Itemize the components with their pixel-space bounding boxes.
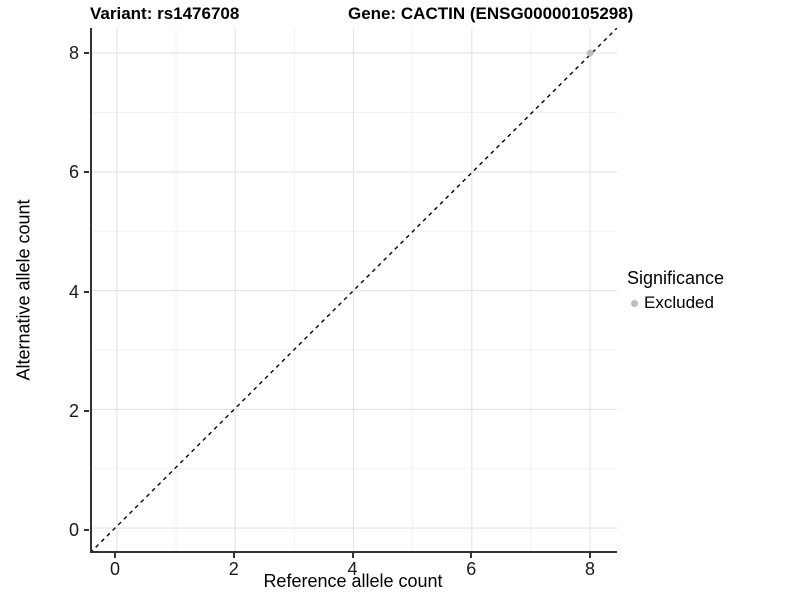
x-tick-label: 2 xyxy=(228,559,239,579)
legend-item-label: Excluded xyxy=(644,293,714,312)
y-tick-label: 2 xyxy=(68,400,79,421)
y-axis-title: Alternative allele count xyxy=(13,199,34,381)
y-tick-label: 8 xyxy=(68,43,79,64)
x-axis-tick xyxy=(351,553,354,558)
y-axis-tick xyxy=(84,290,89,293)
legend: Significance Excluded xyxy=(627,268,724,313)
x-tick-label: 0 xyxy=(109,559,121,579)
y-axis-tick xyxy=(84,52,89,55)
legend-title: Significance xyxy=(627,268,725,288)
x-tick-label: 6 xyxy=(466,559,477,579)
y-axis-tick xyxy=(84,529,89,531)
y-tick-label: 0 xyxy=(68,520,79,540)
plot-panel xyxy=(90,28,617,553)
legend-item-excluded: Excluded xyxy=(627,293,724,313)
x-axis-tick xyxy=(114,553,116,558)
x-tick-label: 8 xyxy=(584,559,596,579)
x-axis-tick xyxy=(232,553,235,558)
x-axis-title: Reference allele count xyxy=(263,571,443,591)
y-tick-label: 4 xyxy=(68,281,79,302)
identity-reference-line xyxy=(92,28,617,551)
variant-title: Variant: rs1476708 xyxy=(90,4,240,23)
x-axis-tick xyxy=(589,553,591,558)
y-axis-tick xyxy=(84,171,89,174)
y-axis-tick xyxy=(84,409,89,412)
x-tick-label: 4 xyxy=(347,559,358,579)
data-point-excluded xyxy=(586,49,594,57)
gene-title: Gene: CACTIN (ENSG00000105298) xyxy=(348,4,634,23)
excluded-point-icon xyxy=(631,299,638,307)
plot-canvas xyxy=(92,28,617,551)
y-tick-label: 6 xyxy=(68,162,79,183)
x-axis-tick xyxy=(470,553,473,558)
